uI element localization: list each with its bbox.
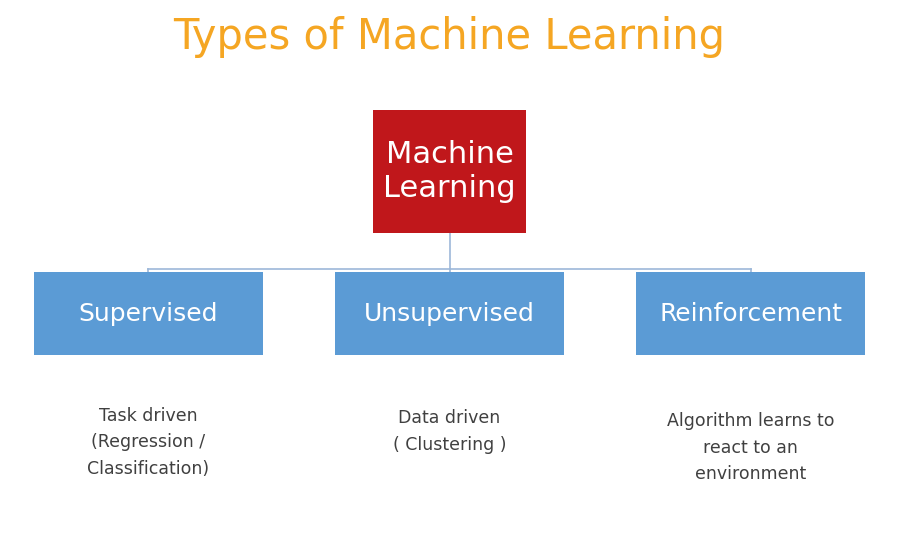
FancyBboxPatch shape bbox=[636, 272, 865, 355]
FancyBboxPatch shape bbox=[373, 110, 526, 233]
Text: Supervised: Supervised bbox=[78, 302, 218, 325]
Text: Types of Machine Learning: Types of Machine Learning bbox=[174, 16, 725, 58]
FancyBboxPatch shape bbox=[334, 272, 565, 355]
Text: Task driven
(Regression /
Classification): Task driven (Regression / Classification… bbox=[87, 407, 209, 478]
Text: Algorithm learns to
react to an
environment: Algorithm learns to react to an environm… bbox=[667, 412, 834, 483]
Text: Unsupervised: Unsupervised bbox=[364, 302, 535, 325]
Text: Data driven
( Clustering ): Data driven ( Clustering ) bbox=[393, 410, 506, 453]
FancyBboxPatch shape bbox=[34, 272, 263, 355]
Text: Machine
Learning: Machine Learning bbox=[383, 140, 516, 203]
Text: Reinforcement: Reinforcement bbox=[659, 302, 842, 325]
